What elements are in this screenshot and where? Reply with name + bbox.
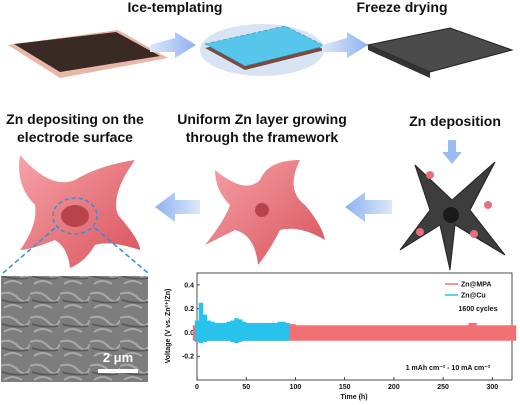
zoom-line [2, 227, 56, 274]
arrow [322, 32, 368, 58]
x-tick-label: 150 [339, 384, 351, 391]
arrow [345, 192, 392, 222]
pore [255, 203, 269, 217]
scale-bar [98, 369, 138, 373]
y-tick-label: 0.0 [184, 330, 194, 337]
y-axis-label: Voltage (V vs. Zn²⁺/Zn) [165, 289, 172, 364]
step-label: Zn deposition [409, 113, 501, 129]
annotation: 1 mAh cm⁻² - 10 mA cm⁻² [406, 365, 491, 372]
foam [366, 27, 514, 73]
annotation: 1600 cycles [459, 306, 498, 313]
x-tick-label: 100 [290, 384, 302, 391]
zoom-circle [52, 197, 98, 235]
y-tick-label: -0.2 [182, 354, 194, 361]
x-tick-label: 0 [195, 384, 199, 391]
step-label: Zn depositing on the [6, 111, 144, 127]
y-tick-label: 0.2 [184, 306, 194, 313]
step-label: Freeze drying [356, 0, 447, 15]
scale-label: 2 μm [103, 350, 133, 365]
arrow [442, 140, 462, 164]
chart: Voltage (V vs. Zn²⁺/Zn) Time (h) 1600 cy… [165, 272, 517, 401]
zn-particle [470, 230, 478, 238]
step-label: Ice-templating [128, 0, 223, 15]
step-label: through the framework [186, 129, 339, 145]
x-tick-label: 50 [242, 384, 250, 391]
sem-image [1, 276, 148, 382]
y-tick-label: 0.4 [184, 282, 194, 289]
step-label: electrode surface [17, 129, 133, 145]
arrow [155, 192, 200, 222]
zn-particle [484, 201, 492, 209]
arrow [150, 32, 196, 58]
zn-particle [416, 228, 424, 236]
x-tick-label: 200 [388, 384, 400, 391]
zn-particle [426, 171, 434, 179]
x-tick-label: 250 [437, 384, 449, 391]
foam-side [368, 45, 430, 78]
x-tick-label: 300 [486, 384, 498, 391]
pore [443, 207, 459, 223]
slurry [14, 32, 160, 72]
step-label: Uniform Zn layer growing [177, 111, 347, 127]
x-axis-label: Time (h) [340, 394, 367, 401]
legend-label: Zn@MPA [461, 282, 491, 289]
pore [61, 205, 89, 227]
legend-label: Zn@Cu [461, 293, 486, 300]
schematic [1, 24, 514, 382]
zoom-line [94, 227, 149, 274]
